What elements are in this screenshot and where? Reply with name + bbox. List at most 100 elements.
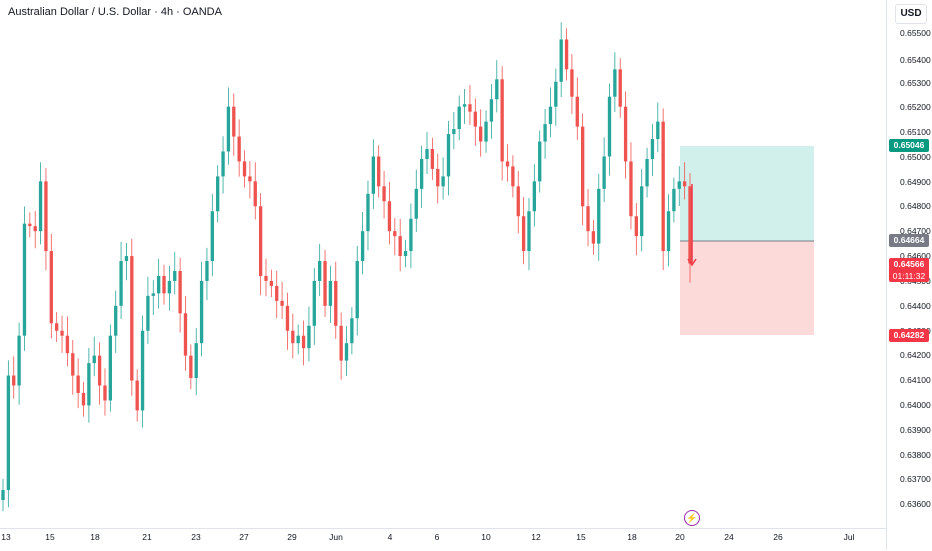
candle-body bbox=[216, 176, 220, 212]
time-axis[interactable] bbox=[0, 528, 886, 551]
candle-body bbox=[237, 136, 241, 162]
time-label: 29 bbox=[287, 532, 297, 542]
candle-body bbox=[607, 96, 612, 157]
candle-body bbox=[124, 256, 129, 262]
time-label: 13 bbox=[1, 532, 11, 542]
candle-body bbox=[457, 106, 461, 130]
candle-body bbox=[167, 280, 172, 294]
candle-body bbox=[548, 106, 553, 125]
target-price-tag[interactable]: 0.65046 bbox=[889, 139, 929, 152]
candle-body bbox=[194, 343, 198, 379]
candle-body bbox=[92, 355, 96, 364]
candle-body bbox=[17, 335, 21, 386]
candle-body bbox=[189, 355, 193, 379]
candle-body bbox=[87, 363, 91, 406]
currency-button[interactable]: USD bbox=[895, 4, 927, 24]
candle-body bbox=[350, 318, 354, 344]
candle-body bbox=[371, 156, 375, 194]
price-label: 0.64700 bbox=[900, 226, 931, 236]
candle-body bbox=[505, 161, 510, 167]
price-label: 0.64900 bbox=[900, 177, 931, 187]
price-label: 0.64600 bbox=[900, 251, 931, 261]
candle-body bbox=[323, 261, 327, 306]
candle-body bbox=[296, 335, 300, 344]
candle-body bbox=[6, 375, 11, 491]
candle-body bbox=[661, 121, 665, 252]
candle-body bbox=[312, 280, 316, 326]
candle-body bbox=[275, 285, 279, 301]
candle-body bbox=[682, 181, 687, 187]
time-label: 10 bbox=[481, 532, 491, 542]
candle-body bbox=[688, 186, 692, 264]
candle-body bbox=[81, 392, 86, 406]
candle-body bbox=[559, 39, 563, 82]
candle-body bbox=[344, 343, 349, 361]
candle-body bbox=[602, 156, 606, 189]
candle-body bbox=[409, 218, 413, 252]
candle-body bbox=[108, 335, 113, 401]
time-label: 21 bbox=[142, 532, 152, 542]
candle-body bbox=[511, 166, 515, 187]
candle-body bbox=[103, 385, 107, 401]
candle-body bbox=[355, 261, 359, 319]
candle-body bbox=[1, 490, 5, 501]
time-label: 26 bbox=[773, 532, 783, 542]
candle-body bbox=[377, 156, 381, 187]
candle-body bbox=[666, 211, 671, 252]
candle-body bbox=[12, 375, 16, 386]
candle-body bbox=[623, 106, 628, 162]
chart-area[interactable]: Australian Dollar / U.S. Dollar · 4h · O… bbox=[0, 0, 886, 528]
bar-countdown: 01:11:32 bbox=[892, 271, 926, 281]
candle-body bbox=[468, 104, 472, 112]
candle-body bbox=[156, 275, 161, 294]
candle-body bbox=[146, 295, 150, 331]
candle-body bbox=[516, 186, 520, 217]
candle-body bbox=[538, 141, 542, 182]
candle-body bbox=[527, 211, 531, 252]
flash-icon[interactable]: ⚡ bbox=[684, 510, 700, 526]
candle-body bbox=[436, 168, 440, 187]
time-label: 6 bbox=[434, 532, 440, 542]
candlestick-chart[interactable] bbox=[0, 0, 886, 528]
candle-body bbox=[71, 353, 75, 376]
price-label: 0.63600 bbox=[900, 499, 931, 509]
candle-body bbox=[205, 261, 209, 281]
candle-body bbox=[591, 231, 596, 244]
profit-zone[interactable] bbox=[680, 146, 814, 241]
candle-body bbox=[425, 149, 429, 159]
candle-body bbox=[119, 261, 123, 306]
candle-body bbox=[446, 134, 451, 177]
price-label: 0.63700 bbox=[900, 474, 931, 484]
price-label: 0.64100 bbox=[900, 375, 931, 385]
candle-body bbox=[55, 323, 59, 331]
candle-body bbox=[49, 251, 53, 324]
candle-body bbox=[473, 111, 477, 127]
candle-body bbox=[65, 335, 70, 354]
candle-body bbox=[291, 330, 295, 344]
candle-body bbox=[613, 69, 617, 97]
candle-body bbox=[495, 79, 499, 100]
price-label: 0.65100 bbox=[900, 127, 931, 137]
candle-body bbox=[564, 39, 569, 70]
candle-body bbox=[221, 151, 225, 177]
time-label: 23 bbox=[191, 532, 201, 542]
loss-zone[interactable] bbox=[680, 241, 814, 335]
candle-body bbox=[178, 270, 182, 314]
time-label: 15 bbox=[576, 532, 586, 542]
candle-body bbox=[500, 79, 504, 162]
entry-price-tag[interactable]: 0.64664 bbox=[889, 234, 929, 247]
candle-body bbox=[580, 126, 585, 207]
candle-body bbox=[543, 124, 547, 142]
candle-body bbox=[634, 216, 638, 237]
candle-body bbox=[334, 280, 338, 326]
candle-body bbox=[597, 188, 601, 244]
candle-body bbox=[258, 206, 263, 276]
candle-body bbox=[38, 181, 43, 232]
stop-price-tag[interactable]: 0.64282 bbox=[889, 329, 929, 342]
candle-body bbox=[248, 176, 252, 182]
candle-body bbox=[360, 231, 365, 262]
candle-body bbox=[328, 280, 333, 306]
price-label: 0.65300 bbox=[900, 78, 931, 88]
time-label: 18 bbox=[627, 532, 637, 542]
current-price-tag[interactable]: 0.64566 01:11:32 bbox=[889, 258, 929, 282]
